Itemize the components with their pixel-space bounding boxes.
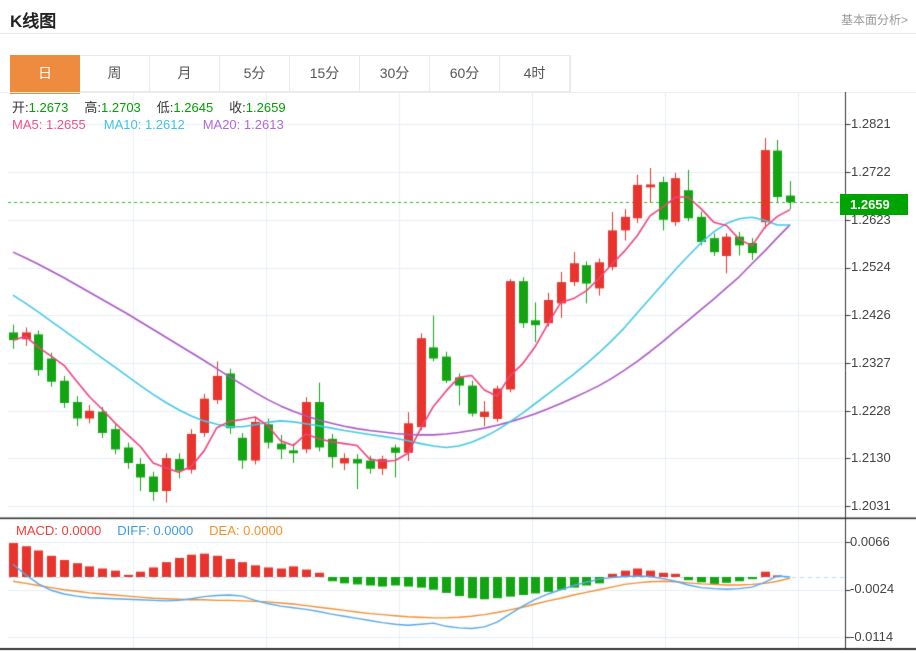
- tab-15min[interactable]: 15分: [290, 56, 360, 91]
- page-title: K线图: [10, 12, 57, 31]
- macd-value-legend: MACD: 0.0000: [16, 523, 102, 538]
- macd-legend: MACD: 0.0000 DIFF: 0.0000 DEA: 0.0000: [16, 523, 283, 538]
- tab-day[interactable]: 日: [10, 55, 80, 94]
- low-label: 低:: [156, 100, 174, 115]
- last-price-tag: 1.2659: [840, 194, 908, 215]
- tab-week[interactable]: 周: [80, 56, 150, 91]
- diff-value-legend: DIFF: 0.0000: [117, 523, 194, 538]
- tab-5min[interactable]: 5分: [220, 56, 290, 91]
- y-axis-label: 1.2524: [851, 259, 891, 274]
- high-label: 高:: [84, 100, 102, 115]
- y-axis-label: 1.2130: [851, 450, 891, 465]
- kline-chart-canvas[interactable]: [0, 92, 916, 653]
- y-axis-label: 1.2228: [851, 403, 891, 418]
- y-axis-label: 1.2327: [851, 355, 891, 370]
- dea-value-legend: DEA: 0.0000: [209, 523, 283, 538]
- tab-60min[interactable]: 60分: [430, 56, 500, 91]
- y-axis-label: 1.2821: [851, 116, 891, 131]
- ohlc-quote-bar: 开:1.2673 高:1.2703 低:1.2645 收:1.2659: [12, 97, 302, 116]
- tab-month[interactable]: 月: [150, 56, 220, 91]
- macd-axis-label: -0.0024: [850, 581, 895, 596]
- ma-legend: MA5: 1.2655 MA10: 1.2612 MA20: 1.2613: [12, 117, 284, 132]
- macd-axis-label: -0.0114: [850, 629, 894, 644]
- tab-30min[interactable]: 30分: [360, 56, 430, 91]
- open-value: 1.2673: [28, 100, 69, 115]
- macd-axis-label: 0.0066: [850, 534, 890, 549]
- y-axis-label: 1.2623: [851, 212, 891, 227]
- ma10-legend: MA10: 1.2612: [103, 117, 185, 132]
- fundamental-analysis-link[interactable]: 基本面分析>: [840, 13, 908, 27]
- y-axis-label: 1.2426: [851, 307, 891, 322]
- ma20-legend: MA20: 1.2613: [202, 117, 284, 132]
- open-label: 开:: [12, 100, 29, 115]
- y-axis-label: 1.2722: [851, 164, 891, 179]
- high-value: 1.2703: [101, 100, 141, 115]
- header-divider: [0, 33, 916, 34]
- y-axis-label: 1.2031: [851, 498, 891, 513]
- close-value: 1.2659: [245, 100, 286, 115]
- close-label: 收:: [229, 100, 246, 115]
- interval-tab-bar: 日 周 月 5分 15分 30分 60分 4时: [10, 55, 571, 94]
- tab-4hour[interactable]: 4时: [500, 56, 570, 91]
- ma5-legend: MA5: 1.2655: [12, 117, 86, 132]
- low-value: 1.2645: [173, 100, 214, 115]
